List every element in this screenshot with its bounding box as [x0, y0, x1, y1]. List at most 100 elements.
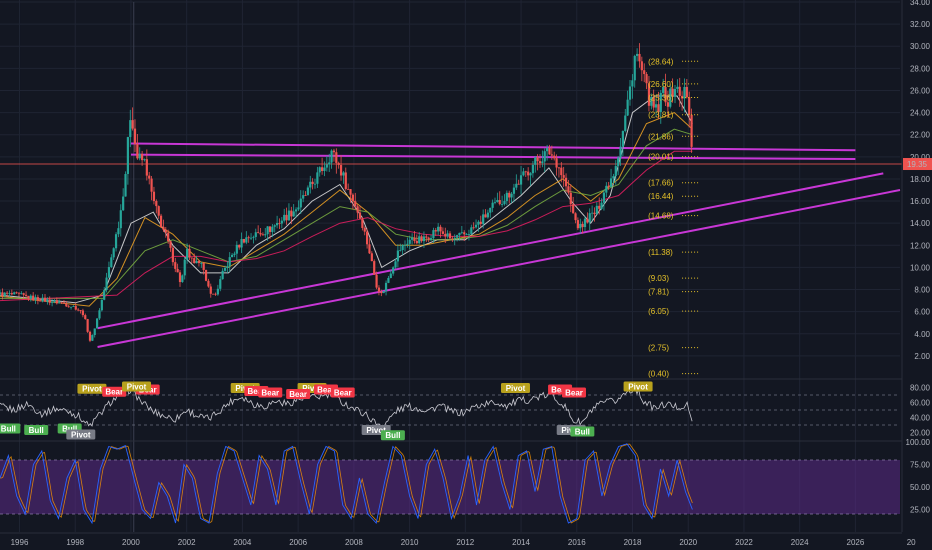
candle-body [124, 173, 127, 197]
candle-body [138, 153, 141, 159]
candle-body [145, 159, 148, 176]
signal-tag [24, 425, 49, 435]
signal-label: Bear [261, 388, 279, 397]
x-tick-label: 1996 [11, 538, 29, 547]
candle-body [503, 201, 506, 205]
candle-body [212, 293, 215, 295]
trendline [130, 142, 856, 152]
candle-body [484, 214, 487, 218]
candle-body [330, 150, 333, 163]
candle-body [273, 225, 276, 227]
candle-body [363, 227, 366, 232]
candle-body [669, 88, 672, 107]
stochastic-tick-label: 75.00 [910, 461, 931, 470]
fib-label: (25.36) [648, 94, 674, 103]
x-tick-label: 2004 [234, 538, 252, 547]
candle-body [633, 55, 636, 81]
y-tick-label: 30.00 [910, 42, 931, 51]
candle-body [264, 234, 267, 236]
fib-label: (11.38) [648, 248, 673, 257]
candle-body [550, 154, 553, 156]
candle-body [624, 115, 627, 132]
candle-body [586, 218, 589, 223]
candle-body [58, 302, 61, 304]
candle-body [62, 302, 66, 304]
candle-body [221, 270, 224, 280]
candle-body [207, 280, 210, 287]
candle-body [13, 292, 16, 295]
candle-body [34, 297, 37, 301]
rsi-panel [0, 386, 900, 429]
y-tick-label: 22.00 [910, 131, 931, 140]
candle-body [233, 253, 236, 255]
candle-body [268, 226, 272, 232]
candle-body [74, 306, 77, 310]
candle-body [335, 152, 338, 163]
candle-body [216, 288, 219, 295]
candle-body [259, 233, 262, 235]
candle-body [72, 306, 75, 307]
candle-body [377, 287, 381, 292]
candle-body [242, 239, 246, 243]
candle-body [581, 223, 584, 228]
candle-body [15, 292, 18, 294]
signal-label: Bear [334, 388, 352, 397]
candle-body [131, 120, 134, 129]
signal-label: Bull [62, 424, 77, 433]
signal-tag [286, 389, 311, 399]
candle-body [690, 114, 693, 147]
candle-body [508, 192, 511, 198]
candle-body [193, 258, 196, 264]
fib-label: (21.86) [648, 132, 674, 141]
candle-body [619, 146, 622, 158]
candle-body [235, 244, 238, 254]
y-axis-background [902, 0, 932, 550]
candle-body [652, 96, 655, 108]
signal-label: Pivot [366, 426, 386, 435]
rsi-tick-label: 80.00 [910, 384, 931, 393]
x-tick-label: 2008 [345, 538, 363, 547]
moving-average-line [0, 128, 693, 299]
x-tick-label: 2006 [289, 538, 307, 547]
candle-body [510, 193, 513, 198]
candle-body [486, 212, 489, 218]
candle-body [339, 165, 343, 176]
candle-body [188, 248, 191, 258]
candle-body [460, 232, 463, 234]
candle-body [294, 209, 298, 212]
y-tick-label: 16.00 [910, 197, 931, 206]
fib-label: (2.75) [648, 344, 669, 353]
candle-body [574, 213, 577, 221]
candle-body [560, 167, 563, 176]
candle-body [55, 300, 58, 304]
candle-body [46, 299, 49, 302]
candle-body [36, 297, 39, 301]
y-tick-label: 6.00 [914, 308, 930, 317]
candle-body [626, 99, 629, 116]
candle-body [155, 201, 158, 207]
signal-label: Pivot [628, 382, 648, 391]
candle-body [313, 183, 317, 185]
stochastic-tick-label: 25.00 [910, 506, 931, 515]
signal-label: Bull [385, 431, 400, 440]
candle-body [167, 232, 170, 242]
candle-body [662, 86, 665, 93]
candle-body [257, 232, 260, 234]
signal-tag [0, 423, 21, 434]
candle-body [100, 299, 103, 311]
candle-body [209, 286, 212, 294]
candle-body [271, 226, 274, 232]
candle-body [84, 315, 87, 320]
candle-body [174, 262, 177, 269]
last-price-label: 19.35 [907, 160, 928, 169]
candle-body [278, 223, 281, 224]
candle-body [91, 335, 94, 341]
y-tick-label: 2.00 [914, 352, 930, 361]
candle-body [228, 257, 231, 267]
candle-body [588, 213, 591, 223]
candle-body [162, 226, 165, 230]
candle-body [297, 207, 300, 210]
fib-label: (6.05) [648, 307, 669, 316]
stochastic-k-line [0, 443, 693, 525]
